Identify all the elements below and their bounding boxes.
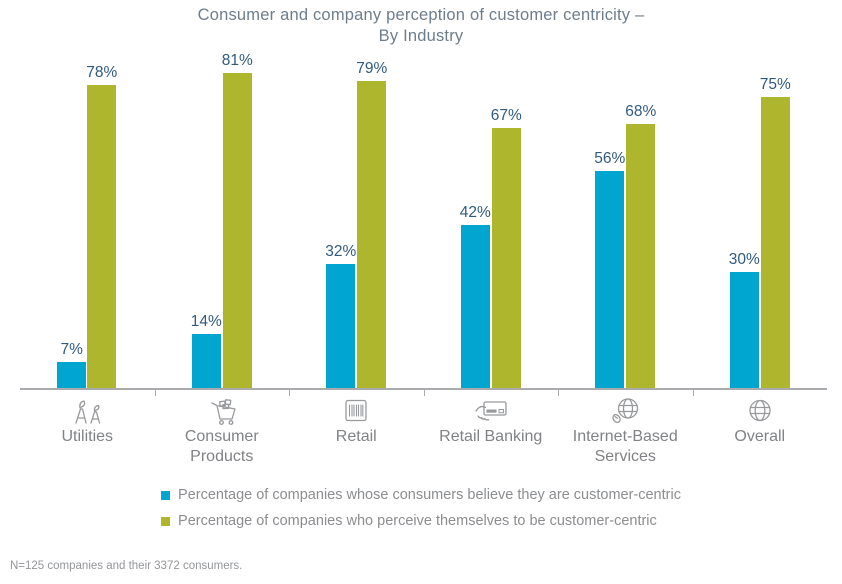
- legend-label: Percentage of companies whose consumers …: [178, 487, 681, 503]
- bar-column: 32%: [325, 243, 356, 389]
- bar-self-perception: [87, 84, 117, 389]
- legend-item-self-perception: Percentage of companies who perceive the…: [161, 513, 681, 530]
- value-label: 81%: [221, 52, 253, 70]
- bar-column: 68%: [625, 103, 656, 389]
- bar-column: 56%: [594, 150, 625, 389]
- chart-title: Consumer and company perception of custo…: [0, 5, 842, 47]
- bar-column: 75%: [759, 75, 791, 389]
- bar-consumer-perception: [191, 334, 221, 389]
- barcode-icon: [334, 396, 378, 426]
- value-label: 68%: [625, 102, 657, 120]
- axis-tick: [692, 390, 694, 396]
- value-label: 75%: [759, 75, 791, 93]
- sample-size-footnote: N=125 companies and their 3372 consumers…: [10, 560, 243, 572]
- category-axis: Utilities Consumer Products Retail Retail B…: [20, 396, 827, 467]
- legend: Percentage of companies whose consumers …: [161, 487, 681, 530]
- bar-consumer-perception: [595, 170, 625, 389]
- legend-swatch-olive: [161, 517, 171, 526]
- category-label: Overall: [734, 428, 786, 445]
- category-label: Consumer Products: [184, 428, 259, 465]
- axis-tick: [154, 390, 156, 396]
- shopping-cart-icon: [200, 396, 244, 426]
- chart-title-line2: By Industry: [378, 27, 464, 45]
- legend-swatch-blue: [161, 491, 171, 500]
- bar-self-perception: [491, 127, 521, 389]
- bar-pair: 32% 79%: [325, 60, 387, 389]
- value-label: 30%: [728, 251, 760, 268]
- bar-self-perception: [357, 80, 387, 389]
- bar-pair: 7% 78%: [57, 64, 117, 389]
- bar-pair: 14% 81%: [191, 52, 253, 389]
- bar-pair: 42% 67%: [460, 107, 522, 389]
- axis-tick: [423, 390, 425, 396]
- category-label: Retail: [335, 428, 377, 445]
- globe-icon: [738, 396, 782, 426]
- bar-column: 30%: [729, 251, 760, 389]
- bar-group-retail-banking: 42% 67%: [424, 50, 559, 389]
- category-retail: Retail: [289, 396, 424, 467]
- axis-tick: [558, 390, 559, 396]
- globe-mouse-icon: [603, 396, 647, 426]
- legend-label: Percentage of companies who perceive the…: [178, 513, 657, 529]
- value-label: 32%: [325, 243, 357, 261]
- bar-column: 79%: [356, 60, 387, 389]
- x-axis-line: [20, 388, 827, 396]
- value-label: 56%: [594, 149, 626, 167]
- category-label: Utilities: [61, 428, 114, 445]
- chart-title-line1: Consumer and company perception of custo…: [197, 6, 645, 24]
- bar-column: 7%: [57, 340, 87, 389]
- bar-self-perception: [626, 123, 656, 389]
- category-internet-based-services: Internet-Based Services: [558, 396, 693, 467]
- bar-consumer-perception: [57, 361, 87, 389]
- category-label: Internet-Based Services: [572, 428, 678, 465]
- bar-pair: 56% 68%: [594, 103, 656, 389]
- value-label: 67%: [490, 106, 522, 124]
- category-consumer-products: Consumer Products: [155, 396, 290, 467]
- value-label: 7%: [60, 340, 83, 358]
- bar-column: 81%: [222, 52, 253, 389]
- bar-group-consumer-products: 14% 81%: [155, 50, 290, 389]
- category-utilities: Utilities: [20, 396, 155, 467]
- card-in-hand-icon: [469, 396, 513, 426]
- bar-self-perception: [760, 96, 790, 389]
- bar-group-retail: 32% 79%: [289, 50, 424, 389]
- bar-group-internet-based-services: 56% 68%: [558, 50, 693, 389]
- category-retail-banking: Retail Banking: [424, 396, 559, 467]
- category-label: Retail Banking: [439, 428, 543, 445]
- bar-column: 14%: [191, 313, 222, 389]
- axis-tick: [289, 390, 290, 396]
- bar-consumer-perception: [729, 272, 759, 389]
- bar-column: 67%: [491, 107, 522, 389]
- legend-item-consumer-perception: Percentage of companies whose consumers …: [161, 487, 681, 504]
- bar-consumer-perception: [326, 264, 356, 389]
- bar-pair: 30% 75%: [729, 75, 791, 389]
- bar-column: 78%: [86, 64, 117, 389]
- category-overall: Overall: [693, 396, 828, 467]
- bar-self-perception: [222, 73, 252, 389]
- bar-consumer-perception: [460, 225, 490, 389]
- value-label: 14%: [190, 313, 222, 331]
- bar-group-overall: 30% 75%: [693, 50, 828, 389]
- plot-area: 7% 78% 14% 81% 32% 79% 42% 67% 56% 68% 30% 75%: [20, 50, 827, 389]
- value-label: 42%: [459, 204, 491, 222]
- value-label: 79%: [356, 59, 388, 77]
- bar-group-utilities: 7% 78%: [20, 50, 155, 389]
- power-towers-icon: [65, 396, 109, 426]
- value-label: 78%: [86, 63, 118, 81]
- bar-column: 42%: [460, 204, 491, 389]
